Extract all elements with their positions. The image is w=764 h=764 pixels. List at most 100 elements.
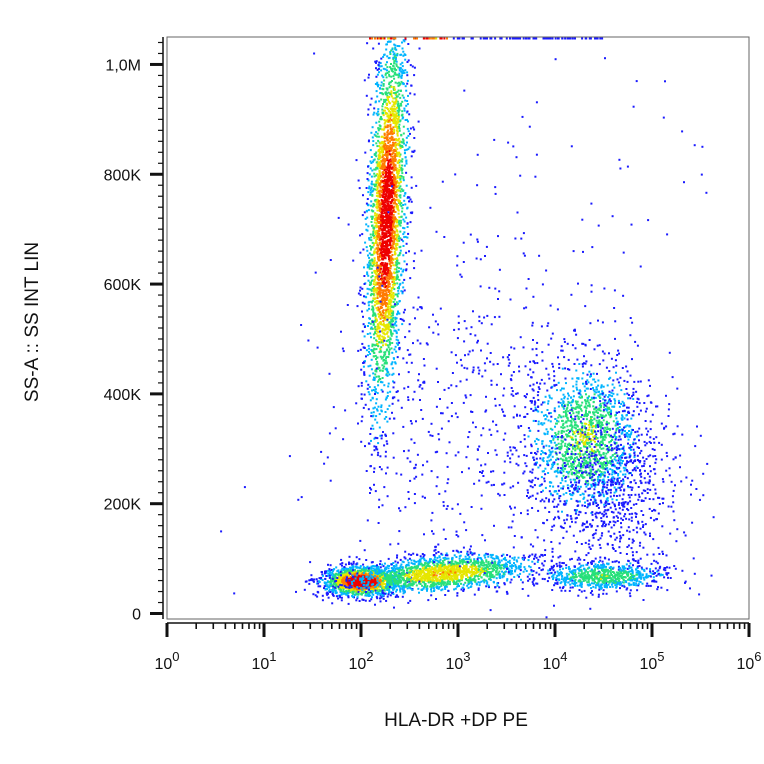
data-point: [383, 134, 386, 136]
data-point: [379, 243, 382, 246]
data-point: [399, 90, 402, 92]
data-point: [402, 189, 404, 192]
data-point: [393, 192, 396, 195]
data-point: [397, 270, 400, 273]
data-point: [388, 116, 391, 119]
data-point: [374, 276, 377, 278]
data-point: [394, 233, 397, 236]
data-point: [323, 582, 326, 585]
data-point: [327, 586, 330, 589]
data-point: [384, 245, 387, 247]
data-point: [379, 206, 382, 209]
data-point: [404, 58, 407, 61]
data-point: [311, 578, 314, 581]
data-point: [413, 66, 416, 69]
data-point: [361, 310, 363, 313]
data-point: [367, 108, 370, 111]
data-point: [400, 75, 403, 78]
data-point: [372, 113, 375, 116]
data-point: [383, 589, 386, 592]
data-point: [392, 97, 395, 100]
data-point: [399, 237, 402, 240]
data-point: [386, 72, 389, 74]
data-point: [406, 127, 409, 130]
data-point: [357, 566, 360, 569]
data-point: [384, 72, 387, 75]
data-point: [382, 587, 385, 589]
data-point: [376, 83, 379, 86]
data-point: [390, 127, 393, 130]
data-point: [371, 210, 374, 213]
data-point: [365, 590, 367, 593]
data-point: [381, 148, 384, 151]
data-point: [395, 129, 398, 132]
data-point: [378, 498, 381, 501]
data-point: [361, 330, 364, 333]
data-point: [329, 582, 332, 585]
data-point: [368, 593, 370, 596]
data-point: [373, 227, 375, 230]
data-point: [361, 342, 364, 345]
data-point: [370, 289, 373, 292]
data-point: [389, 323, 392, 325]
data-point: [384, 159, 387, 162]
data-point: [382, 176, 385, 179]
data-point: [375, 174, 378, 177]
data-point: [389, 123, 392, 126]
data-point: [392, 246, 395, 249]
data-point: [382, 255, 385, 257]
data-point: [347, 602, 350, 605]
data-point: [367, 209, 370, 212]
data-point: [361, 568, 364, 571]
data-point: [404, 99, 407, 102]
data-point: [377, 217, 380, 220]
data-point: [393, 77, 396, 80]
data-point: [370, 300, 373, 303]
data-point: [392, 58, 395, 61]
data-point: [374, 214, 377, 217]
data-point: [376, 178, 379, 181]
data-point: [382, 322, 385, 325]
data-point: [404, 156, 407, 159]
data-point: [389, 237, 392, 240]
data-point: [362, 566, 365, 569]
data-point: [381, 140, 384, 143]
data-point: [392, 380, 394, 383]
data-point: [397, 84, 400, 87]
data-point: [381, 105, 384, 108]
data-point: [401, 82, 404, 84]
data-point: [380, 217, 383, 220]
data-point: [368, 173, 371, 176]
data-point: [376, 68, 379, 71]
data-point: [368, 256, 371, 259]
data-point: [342, 588, 345, 591]
data-point: [370, 221, 373, 223]
data-point: [374, 319, 377, 322]
data-point: [376, 219, 379, 221]
data-point: [374, 225, 377, 227]
data-point: [366, 271, 369, 274]
data-point: [363, 371, 366, 374]
data-point: [382, 292, 385, 295]
data-point: [381, 289, 384, 292]
data-point: [388, 249, 390, 252]
data-point: [396, 52, 399, 55]
data-point: [396, 173, 399, 176]
data-point: [402, 233, 405, 236]
data-point: [326, 580, 329, 583]
data-point: [406, 100, 409, 102]
data-point: [392, 278, 394, 281]
data-point: [397, 221, 400, 224]
data-point: [376, 185, 379, 188]
data-point: [363, 275, 366, 277]
data-point: [370, 156, 373, 158]
data-point: [375, 230, 378, 232]
data-point: [373, 257, 376, 260]
data-point: [387, 270, 390, 273]
data-point: [384, 289, 387, 292]
data-point: [352, 565, 355, 568]
data-point: [407, 120, 409, 123]
data-point: [395, 64, 398, 67]
data-point: [397, 74, 400, 77]
data-point: [367, 113, 370, 116]
